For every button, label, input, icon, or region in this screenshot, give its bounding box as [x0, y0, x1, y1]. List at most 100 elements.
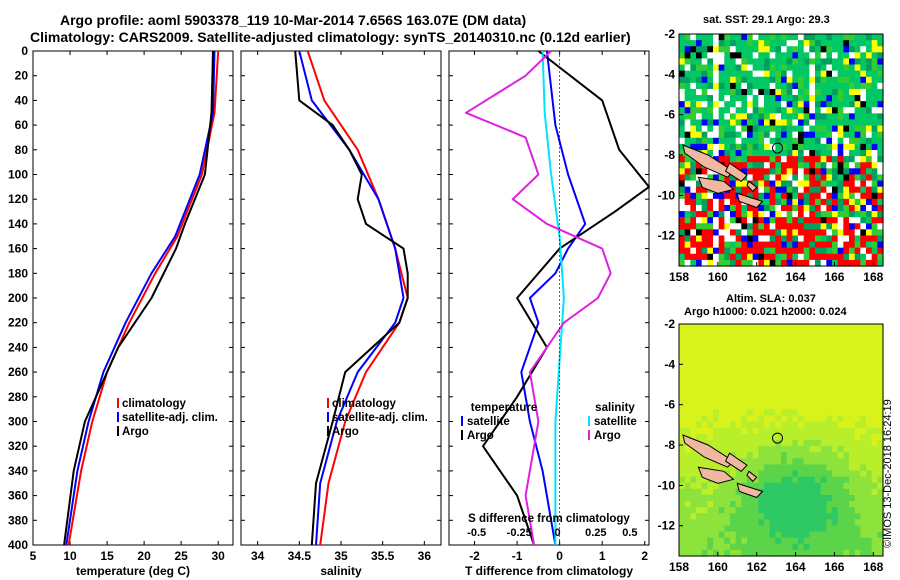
- map-cell: [866, 58, 873, 66]
- map-cell: [826, 82, 833, 90]
- map-cell: [837, 64, 844, 72]
- map-cell: [758, 342, 765, 350]
- map-cell: [724, 446, 731, 453]
- x-tick-label-difference: -1: [512, 549, 523, 563]
- map-cell: [730, 354, 737, 362]
- map-cell: [815, 217, 822, 224]
- map-y-tick-label: -10: [658, 478, 676, 492]
- map-cell: [866, 537, 873, 545]
- map-cell: [735, 507, 742, 514]
- map-cell: [860, 229, 867, 237]
- map-cell: [775, 119, 782, 127]
- map-cell: [803, 204, 810, 212]
- map-cell: [849, 192, 856, 200]
- map-cell: [826, 543, 833, 551]
- map-cell: [747, 113, 754, 121]
- map-cell: [832, 464, 839, 472]
- map-cell: [837, 378, 844, 386]
- map-cell: [837, 192, 844, 200]
- map-cell: [820, 76, 827, 84]
- map-cell: [724, 433, 731, 441]
- map-x-tick-label: 168: [863, 270, 883, 284]
- map-cell: [769, 452, 776, 459]
- map-cell: [781, 385, 788, 392]
- map-cell: [747, 156, 754, 163]
- map-cell: [775, 403, 782, 411]
- map-cell: [786, 137, 793, 145]
- map-cell: [792, 519, 799, 527]
- map-cell: [871, 70, 878, 78]
- map-cell: [730, 119, 737, 127]
- map-cell: [866, 235, 873, 243]
- map-cell: [741, 70, 748, 78]
- map-cell: [866, 446, 873, 453]
- map-cell: [679, 52, 686, 60]
- map-cell: [713, 125, 720, 133]
- map-cell: [843, 137, 850, 145]
- map-cell: [713, 488, 720, 496]
- map-cell: [701, 488, 708, 496]
- map-cell: [843, 40, 850, 47]
- map-cell: [684, 82, 691, 90]
- map-cell: [713, 354, 720, 362]
- map-cell: [803, 131, 810, 139]
- map-cell: [735, 519, 742, 527]
- map-cell: [724, 58, 731, 66]
- top-axis-tick-label: -0.25: [507, 527, 532, 539]
- map-cell: [792, 241, 799, 249]
- map-cell: [849, 52, 856, 60]
- map-cell: [820, 101, 827, 108]
- map-cell: [843, 192, 850, 200]
- map-cell: [849, 464, 856, 472]
- map-cell: [696, 192, 703, 200]
- map-cell: [877, 476, 884, 484]
- map-cell: [701, 204, 708, 212]
- map-cell: [843, 397, 850, 404]
- map-cell: [826, 70, 833, 78]
- map-cell: [877, 324, 884, 331]
- map-cell: [849, 458, 856, 466]
- map-cell: [860, 476, 867, 484]
- map-cell: [798, 513, 805, 520]
- map-cell: [684, 537, 691, 545]
- map-cell: [769, 525, 776, 533]
- map-cell: [718, 113, 725, 121]
- map-cell: [866, 162, 873, 169]
- map-cell: [758, 543, 765, 551]
- map-cell: [707, 464, 714, 472]
- map-cell: [826, 113, 833, 121]
- map-cell: [701, 324, 708, 331]
- map-cell: [798, 88, 805, 96]
- map-cell: [854, 125, 861, 133]
- map-cell: [707, 330, 714, 337]
- map-cell: [718, 229, 725, 237]
- map-cell: [877, 409, 884, 417]
- map-cell: [837, 324, 844, 331]
- map-cell: [769, 549, 776, 557]
- map-cell: [803, 58, 810, 66]
- map-cell: [871, 433, 878, 441]
- map-cell: [752, 150, 759, 157]
- map-cell: [877, 156, 884, 163]
- map-cell: [871, 46, 878, 53]
- map-cell: [871, 186, 878, 194]
- map-cell: [752, 88, 759, 96]
- map-cell: [832, 324, 839, 331]
- map-cell: [775, 330, 782, 337]
- map-cell: [849, 143, 856, 151]
- map-cell: [781, 137, 788, 145]
- map-cell: [741, 519, 748, 527]
- map-cell: [775, 46, 782, 53]
- map-cell: [679, 537, 686, 545]
- map-cell: [815, 95, 822, 102]
- map-cell: [724, 519, 731, 527]
- map-cell: [866, 494, 873, 502]
- map-cell: [707, 235, 714, 243]
- map-cell: [832, 70, 839, 78]
- map-cell: [826, 348, 833, 356]
- map-cell: [832, 168, 839, 176]
- map-cell: [781, 253, 788, 261]
- map-cell: [798, 198, 805, 206]
- map-cell: [758, 156, 765, 163]
- map-cell: [786, 531, 793, 539]
